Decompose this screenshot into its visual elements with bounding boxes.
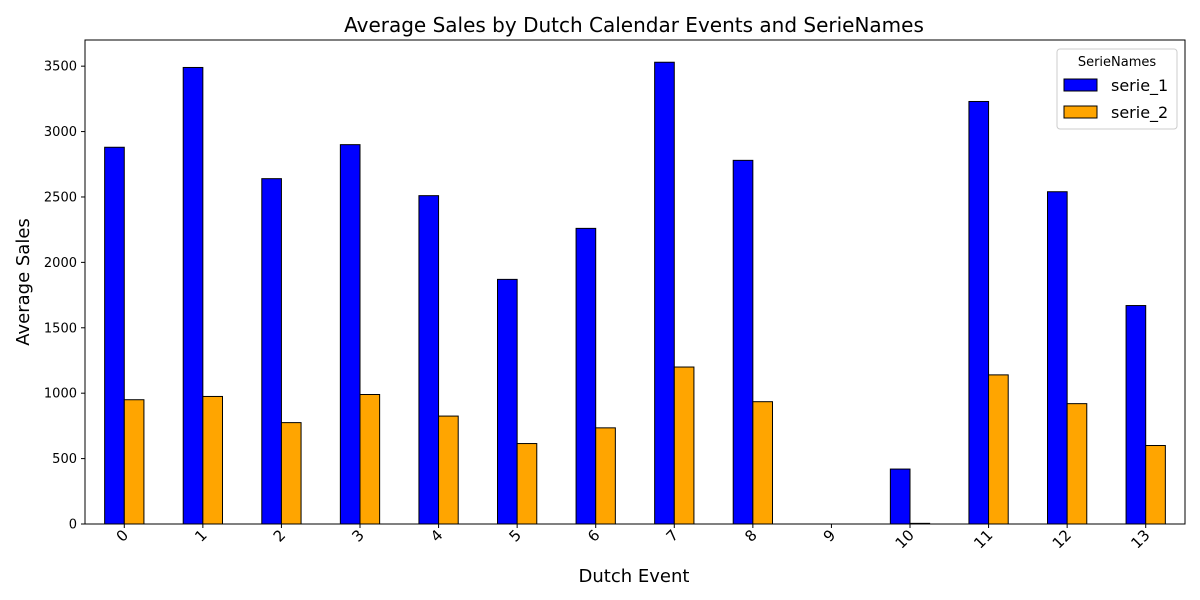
legend: SerieNames serie_1 serie_2 [1056, 48, 1178, 130]
legend-swatch-serie_2 [1063, 105, 1098, 119]
bar-serie_1-11 [968, 100, 990, 525]
y-tick-label: 2000 [44, 256, 77, 271]
y-tick-label: 1000 [44, 387, 77, 402]
legend-title: SerieNames [1078, 55, 1157, 70]
y-axis-label: Average Sales [13, 218, 34, 346]
bar-serie_1-0 [104, 146, 125, 525]
x-tick-label: 3 [348, 526, 367, 545]
bar-serie_1-5 [497, 278, 518, 525]
legend-swatch-serie_1 [1063, 78, 1098, 92]
legend-label-serie_2: serie_2 [1111, 103, 1168, 123]
bars-layer [104, 61, 1166, 525]
bar-serie_2-8 [752, 401, 773, 525]
bar-serie_1-2 [261, 178, 282, 525]
bar-serie_1-10 [889, 468, 911, 525]
x-tick-label: 12 [1049, 526, 1075, 552]
x-tick-label: 7 [663, 526, 682, 545]
x-tick-label: 6 [584, 526, 603, 545]
x-tick-label: 8 [741, 526, 760, 545]
bar-serie_1-7 [654, 61, 675, 525]
x-tick-label: 9 [820, 526, 839, 545]
bar-serie_1-12 [1047, 191, 1068, 525]
x-tick-label: 5 [505, 526, 524, 545]
y-tick-label: 3500 [44, 60, 77, 75]
x-tick-label: 13 [1127, 526, 1153, 552]
y-tick-label: 0 [69, 518, 77, 533]
bar-serie_2-5 [516, 443, 538, 525]
bar-serie_2-12 [1066, 403, 1088, 525]
bar-serie_1-6 [575, 227, 597, 525]
bar-serie_1-8 [732, 159, 754, 525]
x-tick-label: 4 [427, 526, 446, 545]
bar-serie_1-13 [1125, 305, 1147, 525]
x-tick-label: 2 [270, 526, 289, 545]
bar-serie_2-6 [595, 427, 616, 525]
x-tick-label: 10 [892, 526, 918, 552]
x-axis-label: Dutch Event [579, 566, 690, 587]
legend-label-serie_1: serie_1 [1111, 76, 1168, 96]
bar-serie_2-11 [988, 374, 1009, 525]
plot-frame [84, 39, 1186, 525]
bar-serie_1-1 [182, 66, 204, 525]
chart-title: Average Sales by Dutch Calendar Events a… [344, 13, 924, 37]
x-tick-label: 0 [113, 526, 132, 545]
bar-serie_2-4 [438, 415, 459, 525]
x-tick-label: 11 [970, 526, 996, 552]
bar-serie_2-13 [1145, 445, 1166, 525]
y-tick-label: 500 [52, 452, 77, 467]
y-tick-label: 3000 [44, 125, 77, 140]
bar-serie_2-7 [673, 366, 695, 525]
y-tick-label: 2500 [44, 190, 77, 205]
bar-serie_1-3 [339, 144, 361, 525]
bar-serie_2-3 [359, 394, 381, 525]
y-tick-label: 1500 [44, 321, 77, 336]
bar-serie_1-4 [418, 195, 440, 525]
bar-serie_2-0 [123, 399, 145, 525]
bar-serie_2-2 [280, 422, 302, 525]
x-tick-label: 1 [191, 526, 210, 545]
bar-serie_2-1 [202, 395, 223, 525]
